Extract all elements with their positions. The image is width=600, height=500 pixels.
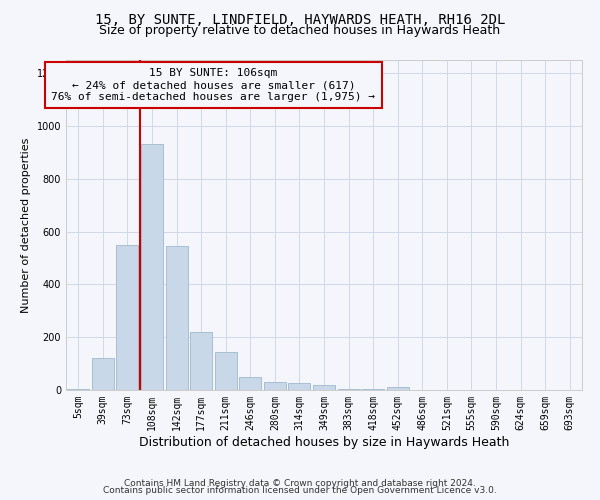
Bar <box>215 352 237 390</box>
Y-axis label: Number of detached properties: Number of detached properties <box>21 138 31 312</box>
Bar <box>190 332 212 390</box>
Bar <box>362 388 384 390</box>
Bar <box>289 384 310 390</box>
Bar <box>386 388 409 390</box>
Bar <box>338 388 359 390</box>
Bar <box>67 388 89 390</box>
Text: Contains HM Land Registry data © Crown copyright and database right 2024.: Contains HM Land Registry data © Crown c… <box>124 478 476 488</box>
Bar <box>313 384 335 390</box>
Bar <box>239 377 262 390</box>
Bar <box>264 382 286 390</box>
Text: Contains public sector information licensed under the Open Government Licence v3: Contains public sector information licen… <box>103 486 497 495</box>
Bar <box>92 358 114 390</box>
Text: 15, BY SUNTE, LINDFIELD, HAYWARDS HEATH, RH16 2DL: 15, BY SUNTE, LINDFIELD, HAYWARDS HEATH,… <box>95 12 505 26</box>
Bar <box>141 144 163 390</box>
Text: Size of property relative to detached houses in Haywards Heath: Size of property relative to detached ho… <box>100 24 500 37</box>
X-axis label: Distribution of detached houses by size in Haywards Heath: Distribution of detached houses by size … <box>139 436 509 448</box>
Bar <box>116 245 139 390</box>
Text: 15 BY SUNTE: 106sqm
← 24% of detached houses are smaller (617)
76% of semi-detac: 15 BY SUNTE: 106sqm ← 24% of detached ho… <box>52 68 376 102</box>
Bar <box>166 246 188 390</box>
